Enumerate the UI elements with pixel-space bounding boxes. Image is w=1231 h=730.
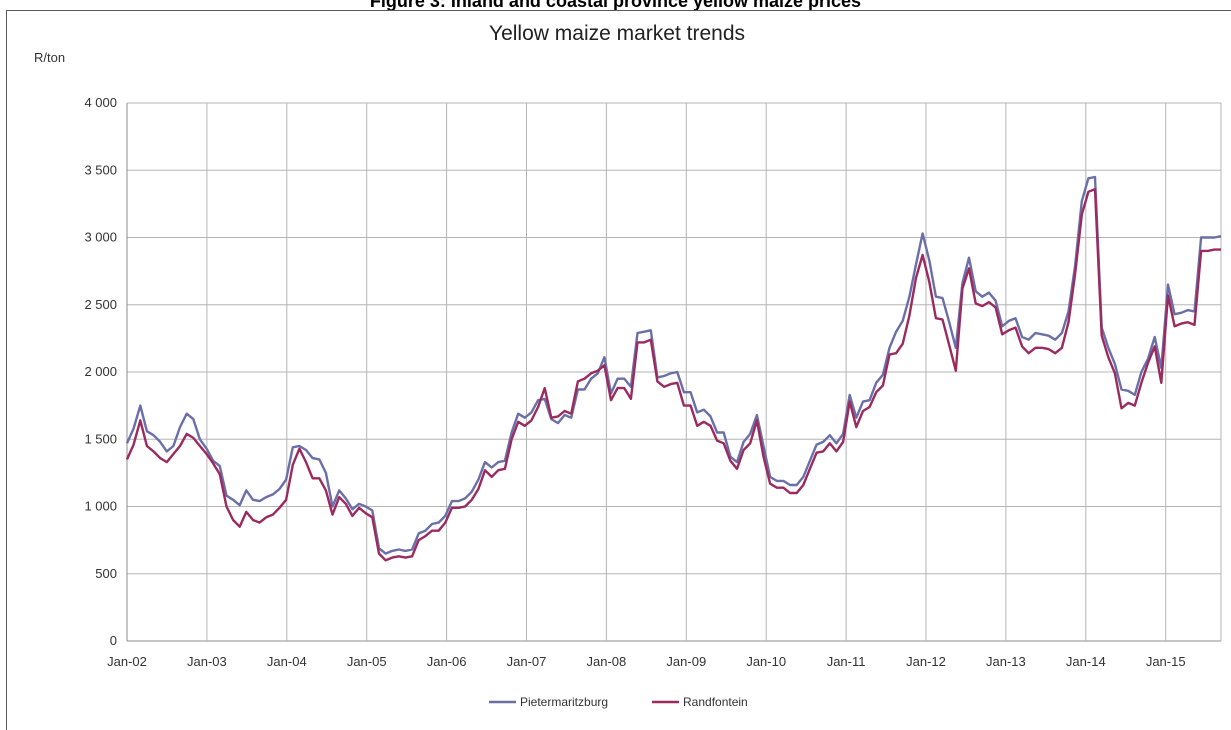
y-tick-label: 1 500 [84,431,117,446]
chart-title: Yellow maize market trends [489,22,745,45]
y-tick-labels: 0 500 1 000 1 500 2 000 2 500 3 000 3 500 4 000 [84,95,117,648]
chart-frame [6,10,1231,730]
x-tick-label: Jan-13 [986,654,1026,669]
y-tick-label: 500 [95,566,117,581]
figure-caption: Figure 3: Inland and coastal province ye… [369,0,862,11]
x-tick-label: Jan-11 [827,654,866,669]
legend: Pietermaritzburg Randfontein [489,695,748,709]
x-tick-label: Jan-07 [507,654,547,669]
x-tick-label: Jan-03 [187,654,227,669]
legend-label-pietermaritzburg: Pietermaritzburg [520,695,608,709]
x-tick-label: Jan-02 [107,654,147,669]
x-tick-label: Jan-04 [267,654,307,669]
x-tick-label: Jan-12 [906,654,946,669]
y-tick-label: 1 000 [84,499,117,514]
series-line-pietermaritzburg [125,175,1222,555]
legend-label-randfontein: Randfontein [683,695,748,709]
x-tick-labels: Jan-02 Jan-03 Jan-04 Jan-05 Jan-06 Jan-07 Jan-… [107,654,1185,669]
y-tick-label: 4 000 [84,95,117,110]
x-tick-label: Jan-08 [587,654,627,669]
y-tick-label: 0 [110,633,117,648]
x-tick-label: Jan-06 [427,654,467,669]
line-chart: Yellow maize market trends R/ton 0 500 1 0… [34,22,1222,709]
series-lines [125,175,1222,562]
grid-lines [126,102,1222,642]
y-tick-label: 2 000 [84,364,117,379]
x-tick-label: Jan-09 [666,654,706,669]
y-tick-label: 3 000 [84,230,117,245]
x-tick-label: Jan-10 [746,654,786,669]
series-line-randfontein [125,187,1221,562]
y-axis-label: R/ton [34,50,65,65]
y-tick-label: 2 500 [84,297,117,312]
x-tick-label: Jan-05 [347,654,387,669]
x-tick-label: Jan-15 [1146,654,1186,669]
x-tick-label: Jan-14 [1066,654,1106,669]
y-tick-label: 3 500 [84,162,117,177]
